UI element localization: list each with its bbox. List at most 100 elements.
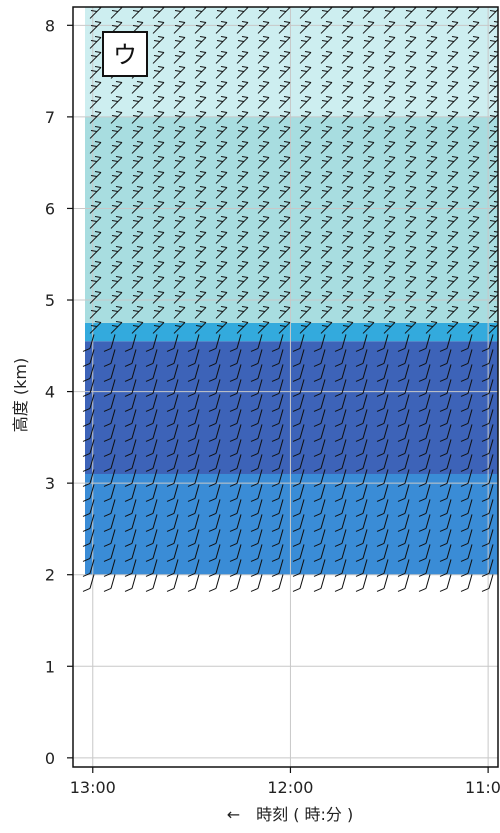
wind-barb [425,245,438,259]
wind-barb [488,35,498,49]
wind-barb [299,275,312,289]
wind-barb [103,409,116,427]
wind-barb [110,230,123,244]
wind-barb [173,35,186,49]
wind-barb [89,140,102,154]
wind-barb [271,409,284,427]
wind-barb [488,65,498,79]
wind-barb [418,574,431,592]
wind-barb [89,20,102,34]
wind-barb [89,50,102,64]
wind-barb [82,559,95,577]
wind-barb [166,379,179,397]
wind-barb [362,230,375,244]
wind-barb [481,544,494,562]
wind-barb [341,260,354,274]
wind-barb [208,454,221,472]
wind-barb [460,439,473,457]
wind-barb [194,290,207,304]
wind-barb [257,35,270,49]
wind-barb [446,155,459,169]
wind-barb [236,245,249,259]
wind-barb [250,439,263,457]
wind-barb [166,529,179,547]
wind-barb [299,80,312,94]
wind-barb [383,20,396,34]
wind-barb [460,379,473,397]
panel-label-box: ウ [102,31,148,77]
wind-barb [341,185,354,199]
wind-barb [425,215,438,229]
wind-barb [166,514,179,532]
wind-barb [89,245,102,259]
wind-barb [467,290,480,304]
wind-barb [215,260,228,274]
wind-barb [397,364,410,382]
wind-barb [110,215,123,229]
wind-barb [383,35,396,49]
wind-barb [166,574,179,592]
wind-barb [334,499,347,517]
wind-barb [187,514,200,532]
wind-barb [446,320,459,334]
wind-barb [425,320,438,334]
wind-barb [278,140,291,154]
wind-barb [355,394,368,412]
wind-barb [187,454,200,472]
wind-barb [173,260,186,274]
wind-barb [418,559,431,577]
wind-barb [278,260,291,274]
wind-barb [278,275,291,289]
wind-barb [208,529,221,547]
wind-barb [446,290,459,304]
wind-barb [481,334,494,352]
wind-barb [425,95,438,109]
wind-barb [103,499,116,517]
wind-barb [376,544,389,562]
wind-barb [215,185,228,199]
wind-barb [334,379,347,397]
wind-barb [292,334,305,352]
wind-barb [152,125,165,139]
wind-barb [397,514,410,532]
wind-barb [292,439,305,457]
wind-barb [467,80,480,94]
wind-barb [292,559,305,577]
wind-barb [208,379,221,397]
wind-barb [152,140,165,154]
wind-barb [418,394,431,412]
wind-barb [250,409,263,427]
wind-barb [271,484,284,502]
wind-barb [292,454,305,472]
wind-barb [341,230,354,244]
wind-barb [439,424,452,442]
wind-barb [383,95,396,109]
wind-barb [425,80,438,94]
wind-barb [166,334,179,352]
color-layer-2 [85,322,498,342]
wind-barb [418,379,431,397]
panel-label: ウ [113,41,137,69]
wind-barb [173,110,186,124]
wind-barb [299,185,312,199]
wind-barb [145,499,158,517]
wind-barb [145,484,158,502]
wind-barb [173,200,186,214]
wind-barb [334,559,347,577]
wind-barb [89,230,102,244]
wind-barb [355,514,368,532]
wind-barb [208,394,221,412]
wind-barb [481,394,494,412]
wind-barb [152,80,165,94]
wind-barb [124,364,137,382]
wind-barb [271,574,284,592]
wind-barb [131,125,144,139]
wind-barb [425,230,438,244]
wind-barb [397,394,410,412]
wind-barb [341,320,354,334]
wind-barb [82,544,95,562]
wind-barb [278,230,291,244]
wind-barb [187,544,200,562]
wind-barb [488,230,498,244]
wind-barb [131,230,144,244]
